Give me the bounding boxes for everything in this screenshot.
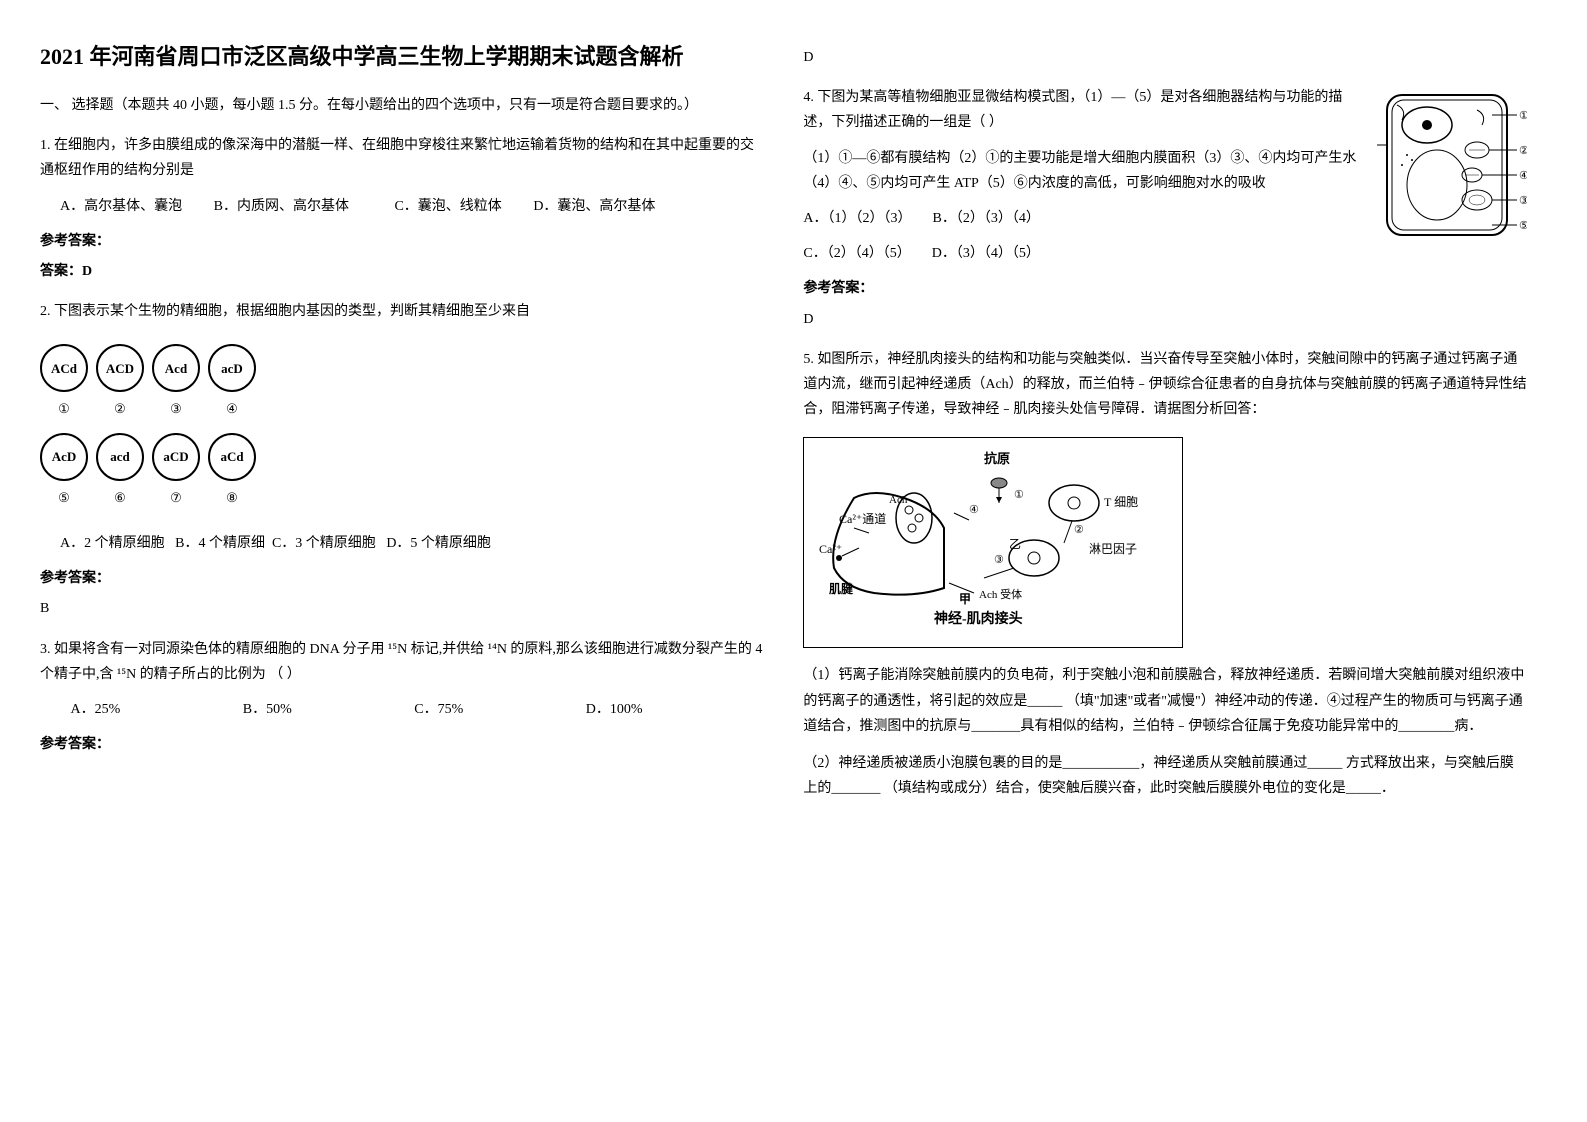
cell-4: acD bbox=[208, 344, 256, 392]
question-3: 3. 如果将含有一对同源染色体的精原细胞的 DNA 分子用 ¹⁵N 标记,并供给… bbox=[40, 637, 763, 758]
num-4: ④ bbox=[969, 504, 979, 516]
q2-answer: B bbox=[40, 596, 763, 621]
num-3: ③ bbox=[994, 554, 1004, 566]
label-3: ③ bbox=[1519, 195, 1527, 207]
question-5-text: 5. 如图所示，神经肌肉接头的结构和功能与突触类似．当兴奋传导至突触小体时，突触… bbox=[803, 347, 1526, 423]
question-2-number: 2. bbox=[40, 304, 51, 319]
cell-3: Acd bbox=[152, 344, 200, 392]
q2-answer-label: 参考答案： bbox=[40, 566, 763, 591]
question-1: 1. 在细胞内，许多由膜组成的像深海中的潜艇一样、在细胞中穿梭往来繁忙地运输着货… bbox=[40, 133, 763, 284]
ca-label: Ca²⁺ bbox=[819, 542, 842, 556]
cell-5: AcD bbox=[40, 433, 88, 481]
q1-option-d: D．囊泡、高尔基体 bbox=[533, 199, 655, 214]
nerve-muscle-diagram: 抗原 ① T 细胞 ② 淋巴因子 乙 ③ ④ bbox=[803, 437, 1183, 648]
question-4: ① ② ④ ③ ⑤ ⑥ 4. 下图为某高等植物细胞亚显微结构模式图，（1）—（5… bbox=[803, 85, 1526, 332]
question-3-body: 如果将含有一对同源染色体的精原细胞的 DNA 分子用 ¹⁵N 标记,并供给 ¹⁴… bbox=[40, 642, 762, 682]
q1-answer-label: 参考答案： bbox=[40, 229, 763, 254]
q2-option-a: A．2 个精原细胞 bbox=[60, 536, 165, 551]
q4-answer-label: 参考答案： bbox=[803, 276, 1526, 301]
label-1: ① bbox=[1519, 110, 1527, 122]
q1-option-a: A．高尔基体、囊泡 bbox=[60, 199, 182, 214]
q1-option-c: C．囊泡、线粒体 bbox=[394, 199, 501, 214]
label-2: ② bbox=[1519, 145, 1527, 157]
q1-answer: 答案：D bbox=[40, 259, 763, 284]
q4-option-c: C．（2）（4）（5） bbox=[803, 246, 910, 261]
left-column: 2021 年河南省周口市泛区高级中学高三生物上学期期末试题含解析 一、 选择题（… bbox=[40, 40, 763, 816]
diagram-title: 神经-肌肉接头 bbox=[934, 610, 1023, 627]
question-4-body: 下图为某高等植物细胞亚显微结构模式图，（1）—（5）是对各细胞器结构与功能的描述… bbox=[803, 90, 1342, 130]
question-2: 2. 下图表示某个生物的精细胞，根据细胞内基因的类型，判断其精细胞至少来自 AC… bbox=[40, 299, 763, 622]
section-header: 一、 选择题（本题共 40 小题，每小题 1.5 分。在每小题给出的四个选项中，… bbox=[40, 93, 763, 118]
cell-row-2: AcD acd aCD aCd bbox=[40, 433, 256, 481]
cell-labels-2: ⑤ ⑥ ⑦ ⑧ bbox=[40, 486, 256, 509]
cell-label-7: ⑦ bbox=[152, 486, 200, 509]
question-2-options: A．2 个精原细胞 B．4 个精原细 C．3 个精原细胞 D．5 个精原细胞 bbox=[60, 531, 763, 556]
q3-answer: D bbox=[803, 45, 1526, 70]
q5-sub2: （2）神经递质被递质小泡膜包裹的目的是___________，神经递质从突触前膜… bbox=[803, 751, 1526, 801]
question-2-body: 下图表示某个生物的精细胞，根据细胞内基因的类型，判断其精细胞至少来自 bbox=[54, 304, 530, 319]
question-2-text: 2. 下图表示某个生物的精细胞，根据细胞内基因的类型，判断其精细胞至少来自 bbox=[40, 299, 763, 324]
z-label: 乙 bbox=[1009, 537, 1021, 551]
q4-option-d: D．（3）（4）（5） bbox=[932, 246, 1040, 261]
cell-label-2: ② bbox=[96, 397, 144, 420]
cell-labels-1: ① ② ③ ④ bbox=[40, 397, 256, 420]
t-cell-label: T 细胞 bbox=[1104, 495, 1138, 509]
document-title: 2021 年河南省周口市泛区高级中学高三生物上学期期末试题含解析 bbox=[40, 40, 763, 73]
muscle-label: 肌腱 bbox=[828, 581, 854, 596]
question-5: 5. 如图所示，神经肌肉接头的结构和功能与突触类似．当兴奋传导至突触小体时，突触… bbox=[803, 347, 1526, 802]
q5-sub1: （1）钙离子能消除突触前膜内的负电荷，利于突触小泡和前膜融合，释放神经递质．若瞬… bbox=[803, 663, 1526, 739]
num-1: ① bbox=[1014, 489, 1024, 501]
plant-cell-svg: ① ② ④ ③ ⑤ ⑥ bbox=[1377, 85, 1527, 245]
question-3-text: 3. 如果将含有一对同源染色体的精原细胞的 DNA 分子用 ¹⁵N 标记,并供给… bbox=[40, 637, 763, 687]
jia-label: 甲 bbox=[959, 592, 971, 606]
cell-6: acd bbox=[96, 433, 144, 481]
q2-option-c: C．3 个精原细胞 bbox=[272, 536, 376, 551]
question-3-options: A．25% B．50% C．75% D．100% bbox=[60, 697, 763, 722]
label-4: ④ bbox=[1519, 170, 1527, 182]
cell-8: aCd bbox=[208, 433, 256, 481]
cell-2: ACD bbox=[96, 344, 144, 392]
cell-label-3: ③ bbox=[152, 397, 200, 420]
q3-option-d: D．100% bbox=[586, 702, 643, 717]
ca-channel-label: Ca²⁺通道 bbox=[839, 512, 886, 526]
q2-option-b: B．4 个精原细 bbox=[175, 536, 265, 551]
label-5: ⑤ bbox=[1519, 220, 1527, 232]
question-3-number: 3. bbox=[40, 642, 51, 657]
q3-answer-label: 参考答案： bbox=[40, 732, 763, 757]
cell-1: ACd bbox=[40, 344, 88, 392]
cell-7: aCD bbox=[152, 433, 200, 481]
cell-row-1: ACd ACD Acd acD bbox=[40, 344, 256, 392]
ach-label: Ach bbox=[889, 494, 908, 506]
cell-label-6: ⑥ bbox=[96, 486, 144, 509]
question-1-body: 在细胞内，许多由膜组成的像深海中的潜艇一样、在细胞中穿梭往来繁忙地运输着货物的结… bbox=[40, 138, 754, 178]
question-5-body: 如图所示，神经肌肉接头的结构和功能与突触类似．当兴奋传导至突触小体时，突触间隙中… bbox=[803, 352, 1526, 417]
q3-option-b: B．50% bbox=[243, 702, 292, 717]
cell-label-4: ④ bbox=[208, 397, 256, 420]
right-column: D ① ② bbox=[803, 40, 1526, 816]
cell-label-1: ① bbox=[40, 397, 88, 420]
q4-option-b: B．（2）（3）（4） bbox=[932, 211, 1039, 226]
q3-option-c: C．75% bbox=[414, 702, 463, 717]
lymph-label: 淋巴因子 bbox=[1089, 542, 1137, 556]
cell-label-8: ⑧ bbox=[208, 486, 256, 509]
q2-option-d: D．5 个精原细胞 bbox=[386, 536, 491, 551]
question-1-text: 1. 在细胞内，许多由膜组成的像深海中的潜艇一样、在细胞中穿梭往来繁忙地运输着货… bbox=[40, 133, 763, 183]
antibody-label: 抗原 bbox=[984, 451, 1010, 466]
ach-receptor-label: Ach 受体 bbox=[979, 587, 1022, 601]
num-2: ② bbox=[1074, 524, 1084, 536]
nerve-svg: 抗原 ① T 细胞 ② 淋巴因子 乙 ③ ④ bbox=[814, 448, 1174, 628]
plant-cell-diagram: ① ② ④ ③ ⑤ ⑥ bbox=[1377, 85, 1527, 254]
q4-option-a: A．（1）（2）（3） bbox=[803, 211, 911, 226]
cell-diagram: ACd ACD Acd acD ① ② ③ ④ AcD acd aCD aCd … bbox=[40, 344, 256, 521]
q1-option-b: B．内质网、高尔基体 bbox=[214, 199, 349, 214]
cell-label-5: ⑤ bbox=[40, 486, 88, 509]
q4-answer: D bbox=[803, 307, 1526, 332]
question-4-number: 4. bbox=[803, 90, 814, 105]
question-1-number: 1. bbox=[40, 138, 51, 153]
q3-option-a: A．25% bbox=[71, 702, 121, 717]
question-1-options: A．高尔基体、囊泡 B．内质网、高尔基体 C．囊泡、线粒体 D．囊泡、高尔基体 bbox=[60, 194, 763, 219]
question-5-number: 5. bbox=[803, 352, 814, 367]
